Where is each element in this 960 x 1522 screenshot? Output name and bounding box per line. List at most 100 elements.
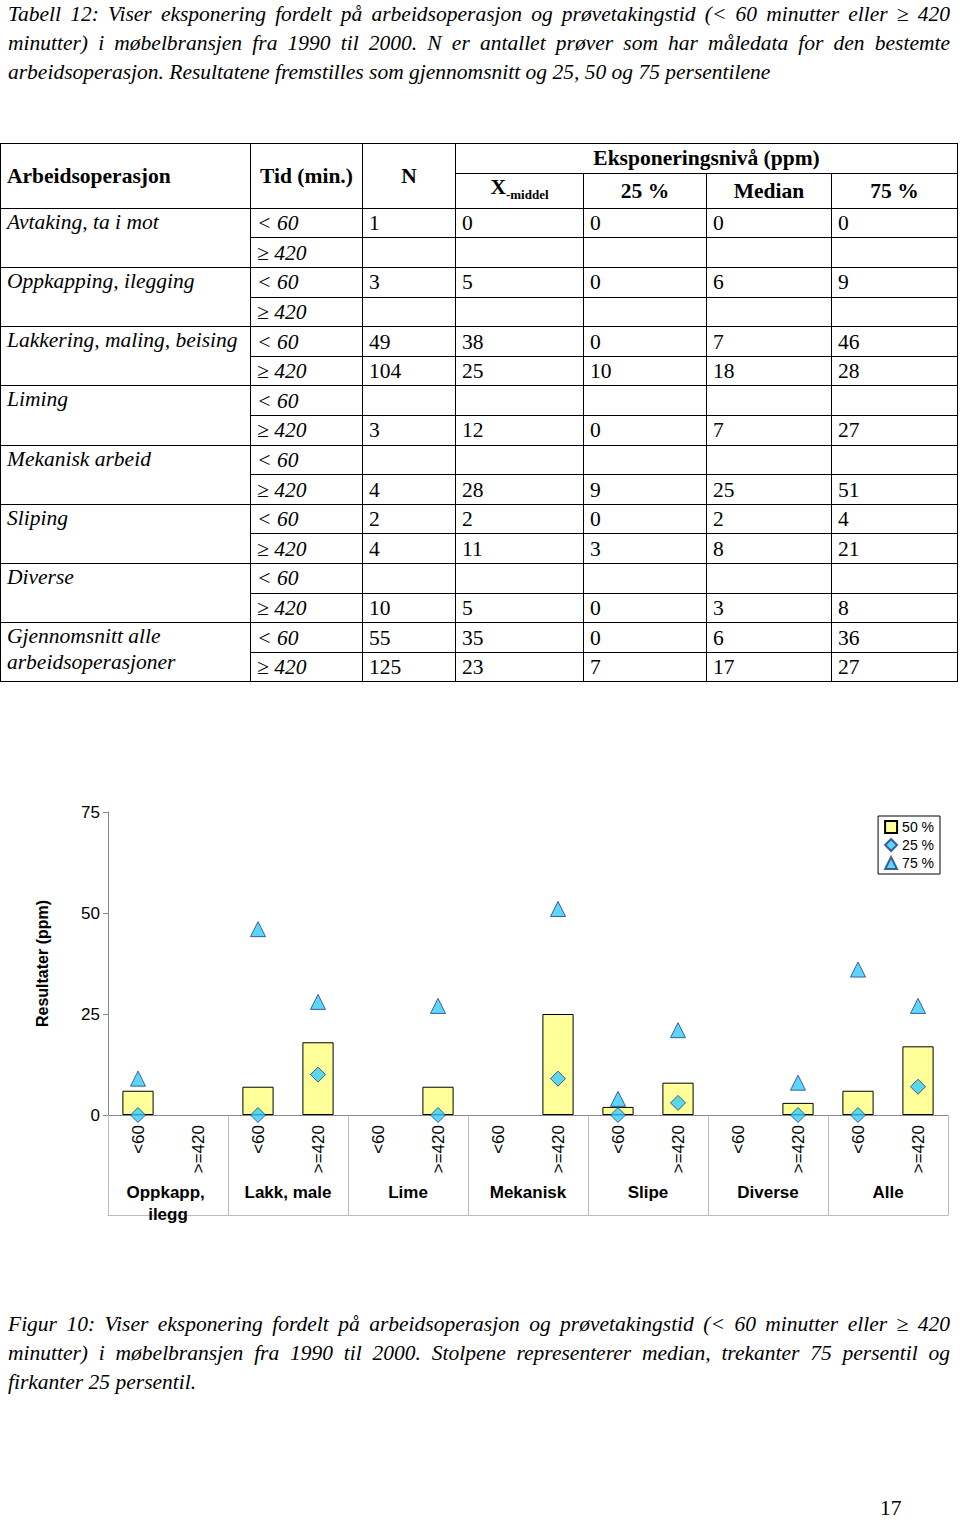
- html-text:28: 28: [838, 359, 860, 384]
- svg-text:<60: <60: [129, 1125, 148, 1154]
- html-text:7: 7: [713, 329, 724, 354]
- html-text:0: 0: [590, 329, 601, 354]
- html-text:0: 0: [713, 211, 724, 236]
- svg-text:Lakk, male: Lakk, male: [245, 1183, 332, 1202]
- html-text:Mekanisk arbeid: Mekanisk arbeid: [7, 446, 151, 471]
- svg-text:<60: <60: [489, 1125, 508, 1154]
- html-text:9: 9: [838, 270, 849, 295]
- html-text:Gjennomsnitt alle arbeidsopera: Gjennomsnitt alle arbeidsoperasjoner: [7, 624, 176, 675]
- html-text:< 60: < 60: [257, 566, 299, 591]
- html-text:11: 11: [462, 536, 483, 561]
- svg-text:<60: <60: [609, 1125, 628, 1154]
- html-text:21: 21: [838, 536, 860, 561]
- svg-text:Slipe: Slipe: [628, 1183, 669, 1202]
- svg-text:Diverse: Diverse: [737, 1183, 798, 1202]
- html-text:75 %: 75 %: [870, 178, 919, 203]
- html-text:< 60: < 60: [257, 388, 299, 413]
- svg-text:<60: <60: [729, 1125, 748, 1154]
- html-text:27: 27: [838, 655, 860, 680]
- html-text:< 60: < 60: [257, 270, 299, 295]
- svg-text:25 %: 25 %: [902, 837, 934, 853]
- html-text:18: 18: [713, 359, 735, 384]
- html-text:Tid (min.): Tid (min.): [260, 163, 353, 188]
- html-text:≥ 420: ≥ 420: [257, 655, 307, 680]
- svg-text:>=420: >=420: [309, 1125, 328, 1173]
- html-text:Tabell 12: Viser eksponering f: Tabell 12: Viser eksponering fordelt på …: [8, 2, 950, 84]
- html-text:N: N: [401, 163, 417, 188]
- svg-text:Alle: Alle: [872, 1183, 903, 1202]
- html-text:< 60: < 60: [257, 447, 299, 472]
- html-text:5: 5: [462, 270, 473, 295]
- svg-text:>=420: >=420: [189, 1125, 208, 1173]
- html-text:Figur 10: Viser eksponering fo: Figur 10: Viser eksponering fordelt på a…: [8, 1312, 950, 1394]
- html-text:46: 46: [838, 329, 860, 354]
- html-text:27: 27: [838, 418, 860, 443]
- svg-text:<60: <60: [249, 1125, 268, 1154]
- html-text:X-middel: X-middel: [490, 174, 549, 202]
- html-text:0: 0: [462, 211, 473, 236]
- svg-text:<60: <60: [369, 1125, 388, 1154]
- html-text:38: 38: [462, 329, 484, 354]
- html-text:≥ 420: ≥ 420: [257, 359, 307, 384]
- svg-text:75 %: 75 %: [902, 855, 934, 871]
- html-text:55: 55: [369, 625, 391, 650]
- html-text:Lakkering, maling, beising: Lakkering, maling, beising: [7, 328, 238, 353]
- html-text:125: 125: [369, 655, 402, 680]
- html-text:Liming: Liming: [7, 387, 68, 412]
- html-text:36: 36: [838, 625, 860, 650]
- html-text:25 %: 25 %: [620, 178, 670, 203]
- svg-text:50 %: 50 %: [902, 819, 934, 835]
- html-text:10: 10: [369, 595, 391, 620]
- html-text:≥ 420: ≥ 420: [257, 595, 307, 620]
- html-text:< 60: < 60: [257, 211, 299, 236]
- svg-text:>=420: >=420: [909, 1125, 928, 1173]
- html-text:35: 35: [462, 625, 484, 650]
- svg-text:Lime: Lime: [388, 1183, 428, 1202]
- html-text:Oppkapping, ilegging: Oppkapping, ilegging: [7, 269, 195, 294]
- html-text:Sliping: Sliping: [7, 505, 68, 530]
- html-text:0: 0: [838, 211, 849, 236]
- html-text:25: 25: [713, 477, 735, 502]
- html-text:≥ 420: ≥ 420: [257, 418, 307, 443]
- svg-text:75: 75: [81, 803, 100, 822]
- html-text:≥ 420: ≥ 420: [257, 300, 307, 324]
- svg-text:25: 25: [81, 1005, 100, 1024]
- html-text:3: 3: [369, 270, 380, 295]
- svg-text:0: 0: [91, 1106, 100, 1125]
- html-text:17: 17: [713, 655, 735, 680]
- svg-text:50: 50: [81, 904, 100, 923]
- svg-text:>=420: >=420: [549, 1125, 568, 1173]
- html-text:23: 23: [462, 655, 484, 680]
- html-text:10: 10: [590, 359, 612, 384]
- html-text:6: 6: [713, 270, 724, 295]
- svg-text:>=420: >=420: [669, 1125, 688, 1173]
- html-text:17: 17: [880, 1496, 902, 1520]
- svg-text:>=420: >=420: [429, 1125, 448, 1173]
- svg-text:ilegg: ilegg: [148, 1205, 188, 1224]
- html-text:0: 0: [590, 270, 601, 295]
- html-text:≥ 420: ≥ 420: [257, 240, 307, 265]
- svg-text:>=420: >=420: [789, 1125, 808, 1173]
- html-text:< 60: < 60: [257, 625, 299, 650]
- html-text:≥ 420: ≥ 420: [257, 536, 307, 561]
- html-text:Arbeidsoperasjon: Arbeidsoperasjon: [7, 163, 171, 188]
- html-text:Diverse: Diverse: [7, 565, 74, 589]
- html-text:104: 104: [369, 359, 402, 384]
- svg-text:<60: <60: [849, 1125, 868, 1154]
- html-text:Eksponeringsnivå (ppm): Eksponeringsnivå (ppm): [593, 146, 820, 171]
- svg-text:Oppkapp,: Oppkapp,: [126, 1183, 209, 1202]
- html-text:0: 0: [590, 211, 601, 236]
- html-text:≥ 420: ≥ 420: [257, 477, 307, 502]
- html-text:< 60: < 60: [257, 329, 299, 354]
- html-text:25: 25: [462, 359, 484, 384]
- html-text:49: 49: [369, 329, 391, 354]
- html-text:Median: Median: [733, 178, 805, 203]
- html-text:Avtaking, ta i mot: Avtaking, ta i mot: [7, 209, 159, 234]
- html-text:28: 28: [462, 477, 484, 502]
- html-text:< 60: < 60: [257, 507, 299, 532]
- svg-text:Resultater (ppm): Resultater (ppm): [34, 900, 51, 1027]
- html-text:1: 1: [369, 211, 380, 236]
- svg-text:Mekanisk: Mekanisk: [490, 1183, 567, 1202]
- html-text:12: 12: [462, 418, 484, 443]
- html-text:51: 51: [838, 477, 860, 502]
